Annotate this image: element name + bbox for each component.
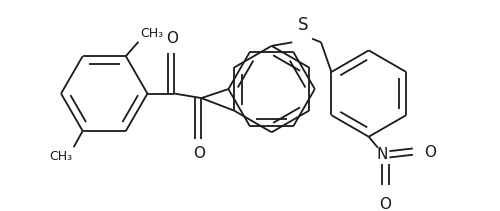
Text: O: O xyxy=(379,197,391,211)
Text: S: S xyxy=(298,16,308,34)
Text: N: N xyxy=(376,147,388,162)
Text: O: O xyxy=(192,146,204,161)
Text: CH₃: CH₃ xyxy=(50,150,73,163)
Text: O: O xyxy=(424,145,436,160)
Text: CH₃: CH₃ xyxy=(140,27,164,40)
Text: O: O xyxy=(166,31,177,46)
